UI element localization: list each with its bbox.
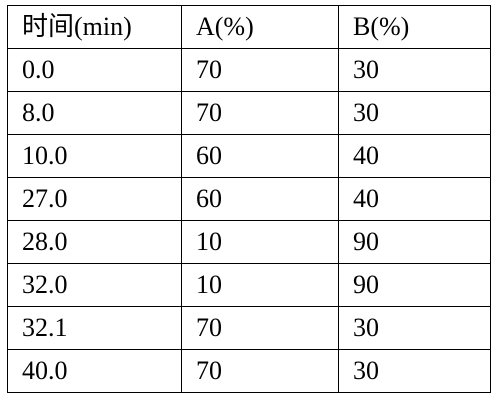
gradient-table-container: 时间(min) A(%) B(%) 0.0 70 30 8.0 70 30 10… bbox=[7, 5, 491, 393]
table-row: 32.0 10 90 bbox=[7, 263, 491, 307]
cell-a-percent: 70 bbox=[181, 48, 339, 92]
cell-a-percent: 10 bbox=[181, 263, 339, 307]
cell-a-percent: 70 bbox=[181, 306, 339, 350]
cell-b-percent: 30 bbox=[338, 306, 491, 350]
cell-time: 0.0 bbox=[7, 48, 182, 92]
table-row: 40.0 70 30 bbox=[7, 349, 491, 393]
cell-time: 8.0 bbox=[7, 91, 182, 135]
cell-a-percent: 10 bbox=[181, 220, 339, 264]
header-a-percent: A(%) bbox=[181, 5, 339, 49]
table-row: 10.0 60 40 bbox=[7, 134, 491, 178]
table-row: 28.0 10 90 bbox=[7, 220, 491, 264]
cell-time: 32.0 bbox=[7, 263, 182, 307]
gradient-table: 时间(min) A(%) B(%) 0.0 70 30 8.0 70 30 10… bbox=[7, 5, 491, 393]
cell-a-percent: 60 bbox=[181, 177, 339, 221]
table-row: 27.0 60 40 bbox=[7, 177, 491, 221]
table-row: 8.0 70 30 bbox=[7, 91, 491, 135]
table-row: 32.1 70 30 bbox=[7, 306, 491, 350]
cell-b-percent: 40 bbox=[338, 177, 491, 221]
header-b-percent: B(%) bbox=[338, 5, 491, 49]
cell-b-percent: 90 bbox=[338, 263, 491, 307]
table-header-row: 时间(min) A(%) B(%) bbox=[7, 5, 491, 49]
cell-b-percent: 30 bbox=[338, 349, 491, 393]
cell-a-percent: 70 bbox=[181, 91, 339, 135]
header-time: 时间(min) bbox=[7, 5, 182, 49]
cell-b-percent: 40 bbox=[338, 134, 491, 178]
cell-b-percent: 30 bbox=[338, 48, 491, 92]
cell-time: 27.0 bbox=[7, 177, 182, 221]
cell-a-percent: 70 bbox=[181, 349, 339, 393]
cell-time: 32.1 bbox=[7, 306, 182, 350]
cell-time: 10.0 bbox=[7, 134, 182, 178]
cell-a-percent: 60 bbox=[181, 134, 339, 178]
cell-b-percent: 90 bbox=[338, 220, 491, 264]
cell-time: 28.0 bbox=[7, 220, 182, 264]
cell-b-percent: 30 bbox=[338, 91, 491, 135]
table-row: 0.0 70 30 bbox=[7, 48, 491, 92]
cell-time: 40.0 bbox=[7, 349, 182, 393]
